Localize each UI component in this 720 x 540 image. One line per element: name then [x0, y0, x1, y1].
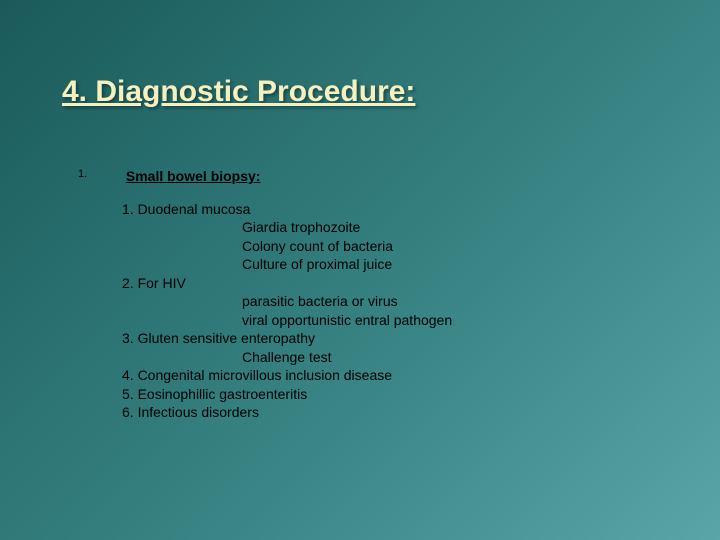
body-text: 1. Duodenal mucosa Giardia trophozoite C… — [78, 186, 720, 422]
item-4: 4. Congenital microvillous inclusion dis… — [122, 366, 720, 384]
item-1a: Giardia trophozoite — [122, 218, 720, 236]
slide-title: 4. Diagnostic Procedure: — [0, 0, 720, 109]
item-6: 6. Infectious disorders — [122, 403, 720, 421]
item-3: 3. Gluten sensitive enteropathy — [122, 329, 720, 347]
item-1c: Culture of proximal juice — [122, 255, 720, 273]
item-1: 1. Duodenal mucosa — [122, 200, 720, 218]
item-2a: parasitic bacteria or virus — [122, 292, 720, 310]
item-2: 2. For HIV — [122, 274, 720, 292]
item-5: 5. Eosinophillic gastroenteritis — [122, 385, 720, 403]
subheading: Small bowel biopsy: — [126, 167, 261, 186]
item-1b: Colony count of bacteria — [122, 237, 720, 255]
item-2b: viral opportunistic entral pathogen — [122, 311, 720, 329]
list-row: 1. Small bowel biopsy: — [78, 167, 720, 186]
item-3a: Challenge test — [122, 348, 720, 366]
slide-content: 1. Small bowel biopsy: 1. Duodenal mucos… — [0, 109, 720, 422]
list-marker: 1. — [78, 167, 122, 182]
slide-container: 4. Diagnostic Procedure: 1. Small bowel … — [0, 0, 720, 540]
